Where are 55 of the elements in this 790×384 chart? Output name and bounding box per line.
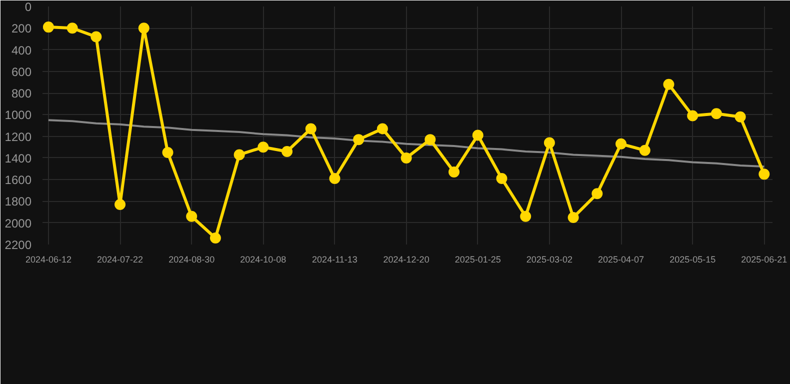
point: [520, 210, 532, 222]
point: [114, 198, 126, 210]
x-tick-label: 2024-10-08: [240, 254, 286, 264]
x-tick-label: 2025-01-25: [454, 254, 501, 264]
y-tick-label: 1600: [4, 173, 32, 188]
y-tick-label: 1400: [4, 151, 32, 166]
point: [305, 123, 316, 134]
x-tick-label: 2025-06-21: [741, 254, 788, 264]
x-tick-label: 2025-05-15: [670, 254, 716, 264]
y-tick-label: 1200: [4, 130, 32, 144]
point: [66, 22, 78, 34]
y-tick-label: 2200: [4, 238, 32, 252]
point: [710, 108, 722, 120]
y-tick-label: 1800: [4, 194, 32, 209]
point: [758, 168, 770, 180]
y-tick-label: 2000: [4, 216, 32, 230]
point: [234, 149, 245, 160]
point: [162, 147, 174, 158]
y-tick-label: 200: [11, 22, 32, 36]
point: [472, 130, 484, 141]
y-tick-label: 0: [24, 0, 32, 14]
point: [734, 111, 746, 122]
point: [400, 152, 412, 164]
point: [376, 123, 388, 134]
point: [210, 232, 221, 244]
point: [568, 212, 579, 223]
x-tick-label: 2024-08-30: [168, 254, 215, 264]
y-tick-label: 600: [11, 64, 32, 79]
point: [258, 142, 269, 153]
x-tick-label: 2024-07-22: [97, 254, 144, 264]
point: [90, 31, 102, 42]
y-tick-label: 1000: [4, 108, 32, 122]
x-tick-label: 2024-11-13: [312, 254, 358, 264]
x-tick-label: 2025-04-07: [598, 254, 644, 264]
x-tick-label: 2024-06-12: [25, 254, 72, 264]
point: [424, 134, 436, 146]
x-tick-label: 2024-12-20: [383, 254, 430, 264]
point: [138, 22, 150, 34]
point: [329, 173, 340, 184]
y-tick-label: 800: [11, 86, 32, 101]
point: [616, 138, 627, 150]
point: [186, 210, 198, 222]
point: [42, 22, 54, 33]
point: [663, 78, 674, 90]
point: [496, 173, 508, 184]
line-series: [47, 119, 766, 168]
point: [639, 144, 650, 156]
point: [544, 137, 555, 148]
y-tick-label: 400: [11, 43, 32, 58]
x-tick-label: 2025-03-02: [526, 254, 572, 264]
point: [282, 146, 293, 157]
point: [353, 134, 364, 146]
point: [448, 166, 460, 178]
point: [592, 188, 603, 200]
point: [687, 110, 698, 122]
